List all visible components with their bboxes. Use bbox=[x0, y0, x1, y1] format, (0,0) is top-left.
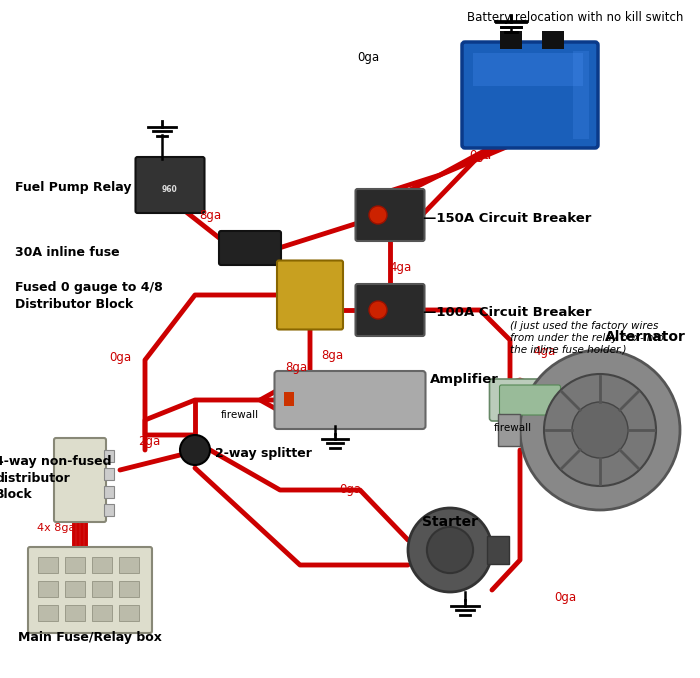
Bar bbox=[284, 392, 294, 406]
Text: Fuel Pump Relay: Fuel Pump Relay bbox=[15, 182, 132, 195]
Text: 0ga: 0ga bbox=[469, 148, 491, 161]
Bar bbox=[119, 581, 139, 597]
Circle shape bbox=[369, 301, 387, 319]
Text: 4ga: 4ga bbox=[534, 346, 556, 359]
Text: distributor: distributor bbox=[0, 471, 70, 485]
Text: Distributor Block: Distributor Block bbox=[15, 298, 133, 311]
FancyBboxPatch shape bbox=[356, 189, 424, 241]
Text: 8ga: 8ga bbox=[321, 348, 343, 361]
FancyBboxPatch shape bbox=[500, 385, 561, 415]
Bar bbox=[38, 581, 58, 597]
Text: Main Fuse/Relay box: Main Fuse/Relay box bbox=[18, 631, 162, 645]
Circle shape bbox=[572, 402, 628, 458]
FancyBboxPatch shape bbox=[462, 42, 598, 148]
Text: 8ga: 8ga bbox=[199, 209, 221, 222]
Bar bbox=[573, 51, 589, 139]
FancyBboxPatch shape bbox=[489, 379, 570, 421]
Text: Fused 0 gauge to 4/8: Fused 0 gauge to 4/8 bbox=[15, 281, 162, 294]
Text: 0ga: 0ga bbox=[554, 591, 576, 605]
Bar bbox=[500, 31, 522, 49]
Text: 30A inline fuse: 30A inline fuse bbox=[15, 245, 120, 258]
Bar bbox=[65, 605, 85, 621]
Bar bbox=[65, 557, 85, 573]
FancyBboxPatch shape bbox=[356, 284, 424, 336]
Circle shape bbox=[427, 527, 473, 573]
Text: Battery relocation with no kill switch: Battery relocation with no kill switch bbox=[467, 12, 683, 24]
Circle shape bbox=[369, 206, 387, 224]
Text: Starter: Starter bbox=[422, 515, 478, 529]
Text: firewall: firewall bbox=[221, 410, 259, 420]
Bar bbox=[119, 557, 139, 573]
FancyBboxPatch shape bbox=[54, 438, 106, 522]
Circle shape bbox=[408, 508, 492, 592]
Bar bbox=[542, 31, 564, 49]
Bar bbox=[38, 557, 58, 573]
Text: 4ga: 4ga bbox=[389, 262, 411, 275]
Bar bbox=[487, 536, 509, 564]
Text: (I just used the factory wires
from under the relay box-into
the inline fuse hol: (I just used the factory wires from unde… bbox=[510, 321, 664, 355]
Text: 4x 8ga: 4x 8ga bbox=[37, 523, 75, 533]
Circle shape bbox=[520, 350, 680, 510]
Text: 8ga: 8ga bbox=[285, 361, 307, 374]
Text: Alternator: Alternator bbox=[605, 330, 686, 344]
FancyBboxPatch shape bbox=[28, 547, 152, 633]
Bar bbox=[119, 605, 139, 621]
FancyBboxPatch shape bbox=[136, 157, 204, 213]
Bar bbox=[104, 468, 114, 480]
Bar bbox=[92, 605, 112, 621]
Bar bbox=[104, 486, 114, 498]
Text: 2-way splitter: 2-way splitter bbox=[215, 447, 312, 460]
Text: 4-way non-fused: 4-way non-fused bbox=[0, 456, 111, 468]
Text: 0ga: 0ga bbox=[357, 52, 379, 64]
Bar bbox=[38, 605, 58, 621]
Bar bbox=[104, 450, 114, 462]
Text: 0ga: 0ga bbox=[109, 351, 131, 365]
Text: 2ga: 2ga bbox=[138, 435, 160, 449]
Bar bbox=[498, 414, 520, 446]
Bar bbox=[92, 557, 112, 573]
FancyBboxPatch shape bbox=[274, 371, 426, 429]
Text: firewall: firewall bbox=[494, 423, 532, 433]
Text: 960: 960 bbox=[162, 186, 178, 195]
Bar bbox=[104, 504, 114, 516]
Bar bbox=[92, 581, 112, 597]
FancyBboxPatch shape bbox=[277, 260, 343, 330]
Text: —100A Circuit Breaker: —100A Circuit Breaker bbox=[423, 306, 592, 319]
Circle shape bbox=[180, 435, 210, 465]
Text: 0ga: 0ga bbox=[339, 483, 361, 496]
Circle shape bbox=[544, 374, 656, 486]
FancyBboxPatch shape bbox=[219, 231, 281, 265]
Bar bbox=[65, 581, 85, 597]
Text: Amplifier: Amplifier bbox=[430, 374, 499, 386]
Bar bbox=[473, 53, 583, 86]
Text: Block: Block bbox=[0, 487, 33, 500]
Text: —150A Circuit Breaker: —150A Circuit Breaker bbox=[423, 212, 592, 224]
